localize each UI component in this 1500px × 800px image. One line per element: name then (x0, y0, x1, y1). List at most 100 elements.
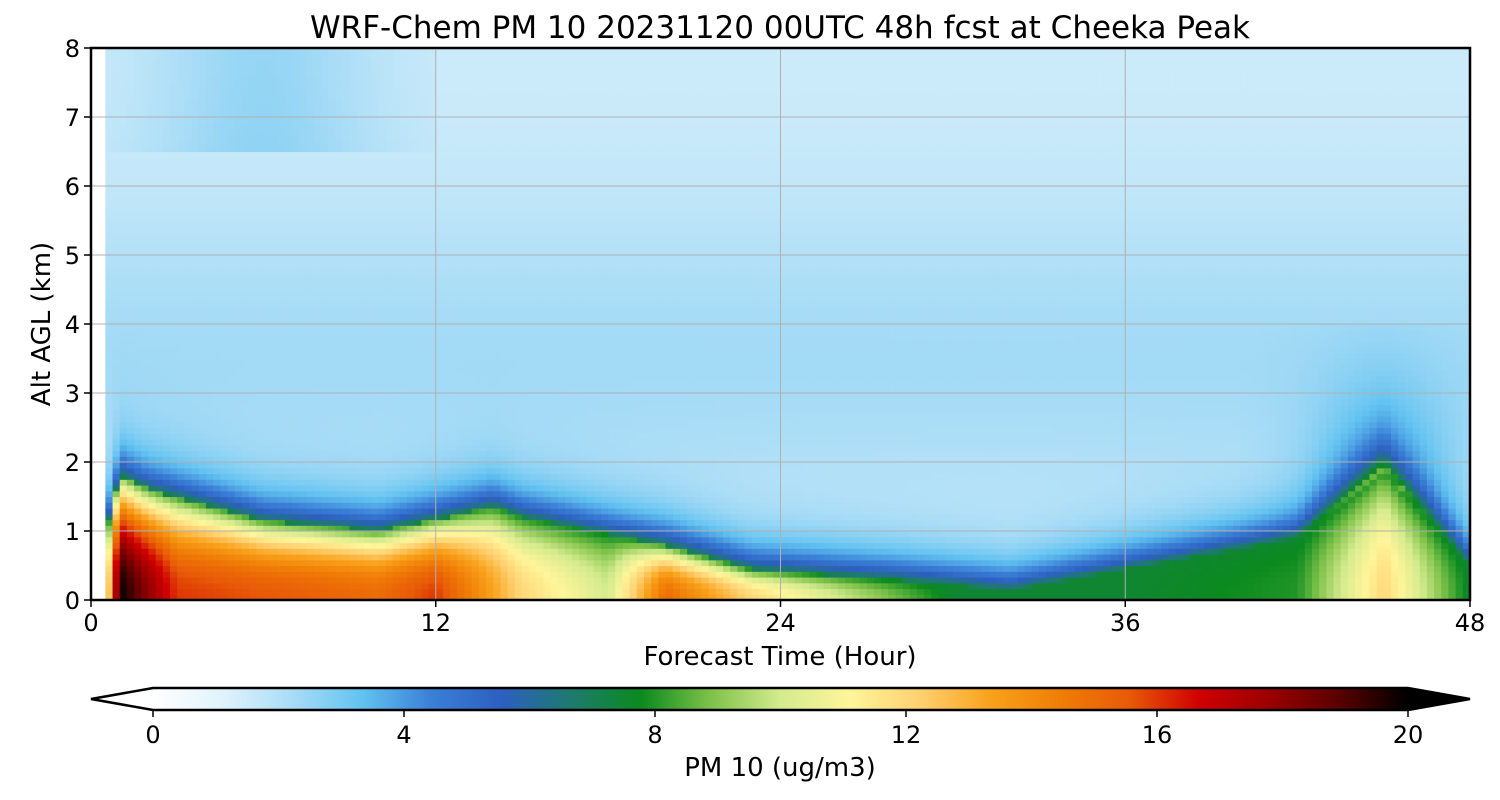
field-cell (112, 140, 121, 147)
field-cell (119, 588, 128, 595)
field-cell (356, 577, 365, 584)
field-cell (320, 531, 329, 538)
field-cell (320, 485, 329, 492)
field-cell (105, 404, 114, 411)
field-cell (191, 496, 200, 503)
field-cell (428, 220, 437, 227)
field-cell (342, 71, 351, 78)
field-cell (119, 266, 128, 273)
field-cell (234, 82, 243, 89)
field-cell (450, 439, 458, 446)
field-cell (392, 433, 401, 440)
field-cell (148, 214, 157, 222)
field-cell (170, 513, 178, 521)
field-cell (363, 48, 372, 55)
field-cell (378, 157, 387, 164)
field-cell (450, 48, 458, 55)
field-cell (241, 272, 250, 279)
field-cell (155, 88, 164, 95)
field-cell (313, 594, 322, 600)
field-cell (112, 214, 121, 222)
field-cell (134, 450, 142, 457)
field-cell (335, 76, 343, 84)
field-cell (421, 117, 430, 124)
field-cell (198, 111, 207, 118)
field-cell (220, 151, 229, 158)
field-cell (442, 444, 451, 452)
field-cell (371, 329, 379, 337)
field-cell (450, 157, 458, 164)
field-cell (234, 88, 243, 95)
field-cell (335, 197, 343, 204)
field-cell (435, 272, 444, 279)
field-cell (349, 479, 358, 486)
field-cell (119, 542, 128, 549)
field-cell (170, 410, 178, 417)
field-cell (320, 312, 329, 319)
field-cell (162, 416, 171, 423)
field-cell (112, 375, 121, 383)
field-cell (119, 134, 128, 141)
field-cell (227, 559, 236, 567)
field-cell (349, 364, 358, 371)
field-cell (249, 197, 257, 204)
field-cell (213, 404, 221, 411)
field-cell (155, 508, 164, 515)
field-cell (407, 203, 415, 210)
field-cell (284, 53, 293, 61)
field-cell (284, 59, 293, 66)
field-cell (428, 117, 437, 124)
field-cell (270, 105, 279, 112)
field-cell (457, 306, 466, 314)
field-cell (299, 220, 308, 227)
field-cell (328, 479, 336, 486)
field-cell (177, 519, 185, 526)
field-cell (450, 214, 458, 222)
field-cell (349, 554, 358, 561)
field-cell (256, 393, 264, 400)
field-cell (270, 226, 279, 233)
field-cell (256, 490, 264, 498)
field-cell (450, 364, 458, 371)
field-cell (292, 594, 300, 600)
field-cell (270, 283, 279, 291)
field-cell (284, 479, 293, 486)
field-cell (263, 347, 272, 354)
field-cell (457, 99, 466, 107)
field-cell (141, 485, 150, 492)
field-cell (198, 283, 207, 291)
field-cell (356, 324, 365, 331)
field-cell (328, 577, 336, 584)
field-cell (263, 370, 272, 377)
field-cell (249, 329, 257, 337)
field-cell (421, 456, 430, 463)
field-cell (213, 582, 221, 590)
field-cell (328, 163, 336, 170)
field-cell (177, 134, 185, 141)
field-cell (91, 232, 99, 239)
field-cell (119, 502, 128, 509)
field-cell (112, 278, 121, 285)
field-cell (328, 387, 336, 394)
field-cell (349, 502, 358, 509)
field-cell (414, 278, 422, 285)
field-cell (457, 554, 466, 561)
field-cell (457, 157, 466, 164)
field-cell (241, 416, 250, 423)
field-cell (356, 554, 365, 561)
field-cell (435, 427, 444, 434)
field-cell (256, 197, 264, 204)
field-cell (134, 513, 142, 521)
field-cell (105, 128, 114, 135)
field-cell (177, 577, 185, 584)
field-cell (98, 157, 106, 164)
field-cell (162, 122, 171, 130)
field-cell (392, 329, 401, 337)
field-cell (299, 462, 308, 469)
field-cell (241, 536, 250, 544)
field-cell (148, 335, 157, 342)
field-cell (270, 214, 279, 222)
field-cell (191, 255, 200, 262)
field-cell (170, 122, 178, 130)
field-cell (457, 301, 466, 308)
